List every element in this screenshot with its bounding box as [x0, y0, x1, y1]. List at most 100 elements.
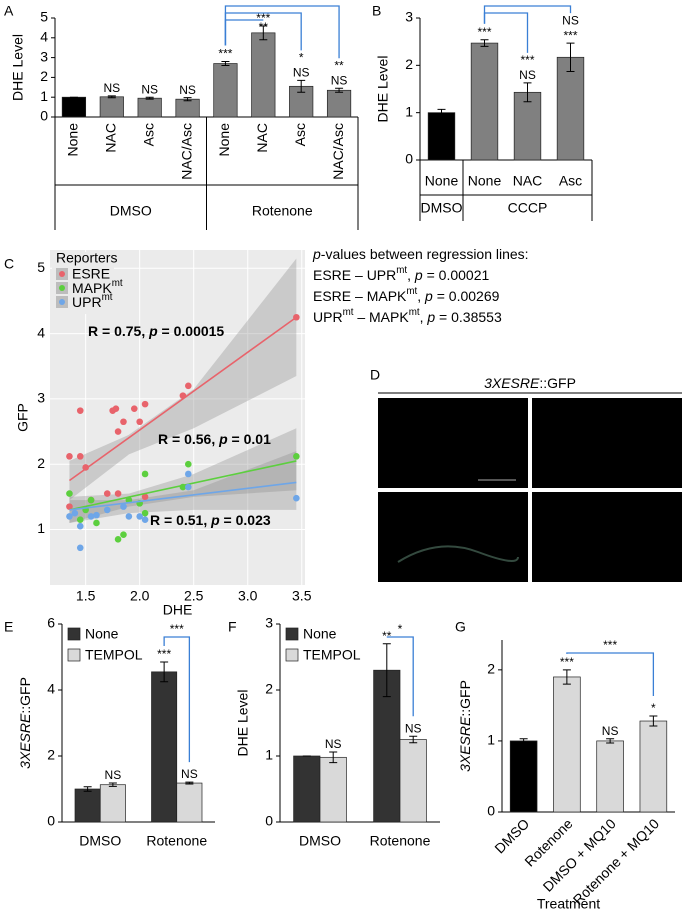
- y-tick-label: 0: [405, 151, 413, 167]
- y-tick-label: 2: [265, 681, 273, 697]
- y-tick-label: 1: [487, 732, 495, 748]
- error-bar: [329, 751, 338, 764]
- text-segment: = 0.023: [220, 512, 271, 528]
- bracket: [386, 636, 414, 717]
- error-bar: [519, 738, 528, 744]
- error-bar: [335, 87, 344, 93]
- text-segment: ESRE – UPR: [313, 267, 396, 283]
- regression-line: [69, 460, 297, 511]
- y-tick-label: 3: [40, 48, 48, 64]
- bar: [319, 756, 347, 823]
- error-bar: [523, 82, 532, 103]
- x-tick-label: Rotenone: [146, 833, 207, 849]
- data-point: [141, 493, 149, 501]
- text-segment: p: [210, 512, 220, 528]
- y-tick-label: 0: [47, 813, 55, 829]
- significance-label: ***: [256, 11, 270, 25]
- text-segment: = 0.00269: [433, 288, 500, 304]
- legend-marker: [59, 285, 65, 291]
- y-tick-label: 1: [40, 88, 48, 104]
- panel-letter: B: [372, 3, 381, 19]
- text-segment: 3XESRE: [484, 375, 540, 391]
- x-tick-label: None: [216, 123, 232, 157]
- y-tick-label: 0: [265, 813, 273, 829]
- text-segment: – MAPK: [353, 309, 409, 325]
- data-point: [66, 490, 73, 497]
- text-segment: mt: [406, 286, 417, 297]
- x-tick-label: 3.5: [292, 588, 312, 604]
- data-point: [136, 513, 143, 520]
- tile-label: TEMPOL: [546, 435, 604, 451]
- legend-label: TEMPOL: [303, 647, 361, 663]
- error-bar: [107, 95, 116, 99]
- bracket-label: *: [299, 51, 304, 65]
- significance-label: ***: [563, 28, 577, 42]
- legend-swatch: [67, 648, 81, 662]
- x-tick-label: 2.0: [130, 588, 150, 604]
- y-tick-label: 1: [37, 520, 45, 536]
- y-tick-label: 4: [47, 681, 55, 697]
- tile-label: DMSO: [392, 413, 434, 429]
- text-segment: 3XESRE: [17, 713, 33, 769]
- text-segment: 3XESRE: [457, 716, 473, 772]
- annotation: R = 0.51, p = 0.023: [150, 512, 271, 528]
- x-tick-label: None: [468, 173, 502, 189]
- text-segment: p: [312, 246, 321, 262]
- y-tick-label: 5: [37, 259, 45, 275]
- significance-label: NS: [141, 82, 158, 96]
- legend-swatch: [67, 627, 81, 641]
- data-point: [141, 509, 149, 517]
- bar: [74, 788, 101, 823]
- text-segment: -values between regression lines:: [321, 246, 529, 262]
- legend-title: Reporters: [56, 250, 117, 266]
- data-point: [66, 513, 73, 520]
- error-bar: [437, 108, 446, 117]
- data-point: [141, 470, 149, 478]
- bar: [470, 42, 499, 161]
- legend-label: None: [303, 626, 337, 642]
- legend-swatch: [285, 648, 299, 662]
- text-segment: p: [148, 323, 158, 339]
- bar: [99, 784, 126, 823]
- legend-marker: [59, 299, 65, 305]
- bar: [513, 91, 542, 161]
- worm-signal: [397, 545, 519, 563]
- error-bar: [83, 786, 92, 792]
- data-point: [93, 511, 100, 519]
- group-label: DMSO: [421, 200, 463, 216]
- significance-label: NS: [103, 81, 120, 95]
- error-bar: [145, 96, 154, 100]
- group-label: DMSO: [110, 203, 152, 219]
- x-tick-label: Asc: [140, 123, 156, 146]
- legend-label: UPRmt: [72, 292, 113, 310]
- bracket-label: ***: [603, 638, 617, 652]
- bar: [61, 96, 87, 118]
- y-tick-label: 5: [40, 9, 48, 25]
- data-point: [293, 494, 300, 502]
- significance-label: NS: [602, 724, 619, 738]
- text-segment: ::GFP: [457, 680, 473, 717]
- error-bar: [183, 97, 192, 102]
- y-tick-label: 0: [40, 108, 48, 124]
- y-tick-label: 2: [487, 661, 495, 677]
- data-point: [76, 453, 84, 460]
- y-tick-label: 4: [37, 324, 45, 340]
- data-point: [293, 453, 300, 460]
- tile-label: Rot + TEMPOL: [546, 507, 641, 523]
- bar: [175, 98, 200, 118]
- error-bar: [108, 782, 117, 787]
- x-tick-label: NAC: [254, 123, 270, 153]
- error-bar: [562, 669, 571, 685]
- panel-letter: C: [4, 256, 14, 272]
- y-tick-label: 6: [47, 615, 55, 631]
- text-segment: ,: [417, 288, 425, 304]
- data-point: [120, 418, 127, 426]
- text-segment: p: [426, 309, 435, 325]
- y-tick-label: 2: [47, 747, 55, 763]
- y-axis-label: 3XESRE::GFP: [17, 677, 33, 769]
- bar: [251, 32, 276, 118]
- data-point: [112, 405, 120, 412]
- error-bar: [160, 661, 169, 683]
- bar: [596, 740, 624, 813]
- significance-label: NS: [405, 721, 422, 735]
